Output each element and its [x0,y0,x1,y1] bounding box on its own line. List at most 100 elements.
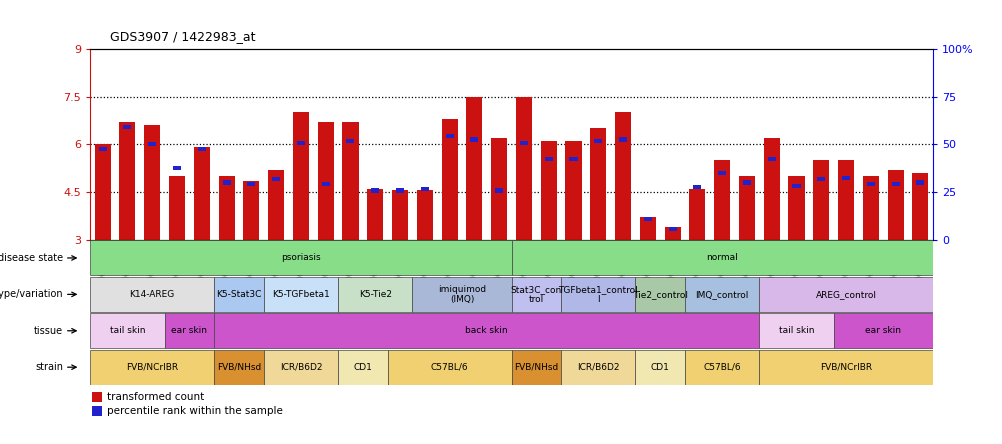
Bar [90,350,214,385]
Bar [466,97,482,240]
Bar [214,313,759,348]
Bar [912,173,928,240]
Bar [635,350,684,385]
Bar [817,177,825,181]
Text: tail skin: tail skin [109,326,145,335]
Bar [367,189,383,240]
Bar [264,277,338,312]
Text: normal: normal [705,254,737,262]
Bar [767,157,775,161]
Text: FVB/NCrIBR: FVB/NCrIBR [126,363,178,372]
Bar [593,139,601,143]
Bar [511,350,560,385]
Text: GDS3907 / 1422983_at: GDS3907 / 1422983_at [110,31,256,44]
Text: K5-TGFbeta1: K5-TGFbeta1 [272,290,330,299]
Text: K14-AREG: K14-AREG [129,290,174,299]
Bar [243,181,260,240]
Text: C57BL/6: C57BL/6 [702,363,740,372]
Bar [144,125,160,240]
Bar [396,188,404,193]
Bar [218,176,234,240]
Text: TGFbeta1_control
l: TGFbeta1_control l [558,285,637,304]
Bar [470,138,478,142]
Bar [717,171,725,175]
Bar [417,190,433,240]
Bar [148,142,156,147]
Bar [123,125,131,129]
Text: psoriasis: psoriasis [281,254,321,262]
Bar [813,160,829,240]
Bar [264,350,338,385]
Bar [589,128,605,240]
Bar [193,147,209,240]
Text: tissue: tissue [34,326,63,336]
Bar [842,176,850,180]
Bar [519,141,527,145]
Bar [692,185,700,189]
Bar [833,313,932,348]
Text: FVB/NHsd: FVB/NHsd [216,363,261,372]
Bar [887,170,903,240]
Bar [392,190,408,240]
Text: imiquimod
(IMQ): imiquimod (IMQ) [438,285,486,304]
Bar [90,313,164,348]
Bar [322,182,330,186]
Bar [297,141,305,145]
Text: K5-Tie2: K5-Tie2 [359,290,392,299]
Text: C57BL/6: C57BL/6 [430,363,468,372]
Bar [643,217,651,221]
Text: transformed count: transformed count [107,392,204,402]
Bar [247,182,256,186]
Bar [495,188,503,193]
Bar [197,147,205,151]
Bar [792,184,800,188]
Bar [168,176,184,240]
Bar [639,218,655,240]
Text: tail skin: tail skin [778,326,814,335]
Text: ICR/B6D2: ICR/B6D2 [280,363,322,372]
Bar [491,138,507,240]
Bar [838,160,854,240]
Text: K5-Stat3C: K5-Stat3C [216,290,262,299]
Bar [738,176,755,240]
Bar [222,180,230,185]
Bar [759,350,932,385]
Bar [90,241,511,275]
Bar [371,188,379,193]
Text: ear skin: ear skin [865,326,901,335]
Bar [164,313,214,348]
Bar [387,350,511,385]
Bar [90,277,214,312]
Bar [346,139,354,143]
Bar [635,277,684,312]
Bar [511,277,560,312]
Bar [916,180,924,185]
Bar [119,122,135,240]
Bar [338,277,412,312]
Bar [445,134,453,139]
Text: FVB/NHsd: FVB/NHsd [514,363,558,372]
Bar [94,144,110,240]
Text: ICR/B6D2: ICR/B6D2 [576,363,619,372]
Text: IMQ_control: IMQ_control [694,290,748,299]
Bar [540,141,556,240]
Text: Stat3C_con
trol: Stat3C_con trol [510,285,561,304]
Text: strain: strain [35,362,63,372]
Bar [560,350,635,385]
Bar [515,97,531,240]
Text: AREG_control: AREG_control [815,290,876,299]
Text: percentile rank within the sample: percentile rank within the sample [107,406,283,416]
Bar [338,350,387,385]
Text: back skin: back skin [465,326,508,335]
Bar [664,227,680,240]
Bar [421,187,429,191]
Bar [759,313,833,348]
Bar [511,241,932,275]
Bar [441,119,457,240]
Bar [92,406,101,416]
Bar [565,141,581,240]
Text: disease state: disease state [0,253,63,263]
Bar [560,277,635,312]
Bar [684,350,759,385]
Bar [98,147,106,151]
